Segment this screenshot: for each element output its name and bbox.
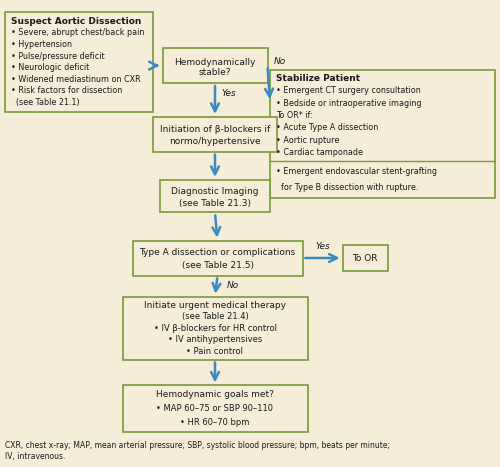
Text: • Pain control: • Pain control — [186, 347, 244, 355]
Text: Initiation of β-blockers if: Initiation of β-blockers if — [160, 125, 270, 134]
Text: • Neurologic deficit: • Neurologic deficit — [11, 63, 89, 72]
Text: • IV β-blockers for HR control: • IV β-blockers for HR control — [154, 324, 276, 333]
Text: Initiate urgent medical therapy: Initiate urgent medical therapy — [144, 301, 286, 310]
Text: (see Table 21.4): (see Table 21.4) — [182, 312, 248, 321]
Text: • Pulse/pressure deficit: • Pulse/pressure deficit — [11, 51, 104, 61]
Text: • MAP 60–75 or SBP 90–110: • MAP 60–75 or SBP 90–110 — [156, 404, 274, 413]
Text: Stabilize Patient: Stabilize Patient — [276, 74, 360, 83]
FancyBboxPatch shape — [122, 385, 308, 432]
FancyBboxPatch shape — [342, 245, 388, 271]
Text: To OR: To OR — [352, 254, 378, 262]
Text: • Risk factors for dissection: • Risk factors for dissection — [11, 86, 122, 95]
Text: stable?: stable? — [199, 68, 231, 77]
Text: • Emergent CT surgery consultation: • Emergent CT surgery consultation — [276, 86, 421, 95]
Text: (see Table 21.1): (see Table 21.1) — [11, 98, 80, 107]
Text: Suspect Aortic Dissection: Suspect Aortic Dissection — [11, 17, 141, 26]
Text: (see Table 21.5): (see Table 21.5) — [182, 261, 254, 270]
Text: Yes: Yes — [222, 89, 236, 98]
Text: CXR, chest x-ray; MAP, mean arterial pressure; SBP, systolic blood pressure; bpm: CXR, chest x-ray; MAP, mean arterial pre… — [5, 441, 390, 461]
Text: • Widened mediastinum on CXR: • Widened mediastinum on CXR — [11, 75, 140, 84]
Text: Yes: Yes — [315, 242, 330, 251]
Text: No: No — [274, 57, 286, 66]
Text: Type A dissection or complications: Type A dissection or complications — [140, 248, 296, 257]
Text: Diagnostic Imaging: Diagnostic Imaging — [171, 187, 259, 196]
Text: • HR 60–70 bpm: • HR 60–70 bpm — [180, 418, 250, 427]
Text: No: No — [226, 281, 238, 290]
FancyBboxPatch shape — [132, 241, 302, 276]
Text: • Severe, abrupt chest/back pain: • Severe, abrupt chest/back pain — [11, 28, 144, 37]
Text: (see Table 21.3): (see Table 21.3) — [179, 199, 251, 208]
Text: • Bedside or intraoperative imaging: • Bedside or intraoperative imaging — [276, 99, 422, 108]
Text: • IV antihypertensives: • IV antihypertensives — [168, 335, 262, 344]
Text: Hemodynamic goals met?: Hemodynamic goals met? — [156, 390, 274, 399]
FancyBboxPatch shape — [162, 48, 268, 83]
Text: Hemodynamically: Hemodynamically — [174, 57, 256, 67]
Text: • Acute Type A dissection: • Acute Type A dissection — [276, 123, 378, 133]
FancyBboxPatch shape — [160, 180, 270, 212]
FancyBboxPatch shape — [270, 70, 495, 198]
Text: normo/hypertensive: normo/hypertensive — [169, 137, 261, 147]
Text: • Hypertension: • Hypertension — [11, 40, 72, 49]
FancyBboxPatch shape — [5, 12, 152, 112]
Text: To OR* if:: To OR* if: — [276, 111, 313, 120]
Text: for Type B dissection with rupture.: for Type B dissection with rupture. — [276, 184, 418, 192]
Text: • Emergent endovascular stent-grafting: • Emergent endovascular stent-grafting — [276, 167, 437, 176]
Text: • Aortic rupture: • Aortic rupture — [276, 136, 340, 145]
FancyBboxPatch shape — [122, 297, 308, 360]
FancyBboxPatch shape — [152, 117, 278, 152]
Text: • Cardiac tamponade: • Cardiac tamponade — [276, 148, 363, 157]
